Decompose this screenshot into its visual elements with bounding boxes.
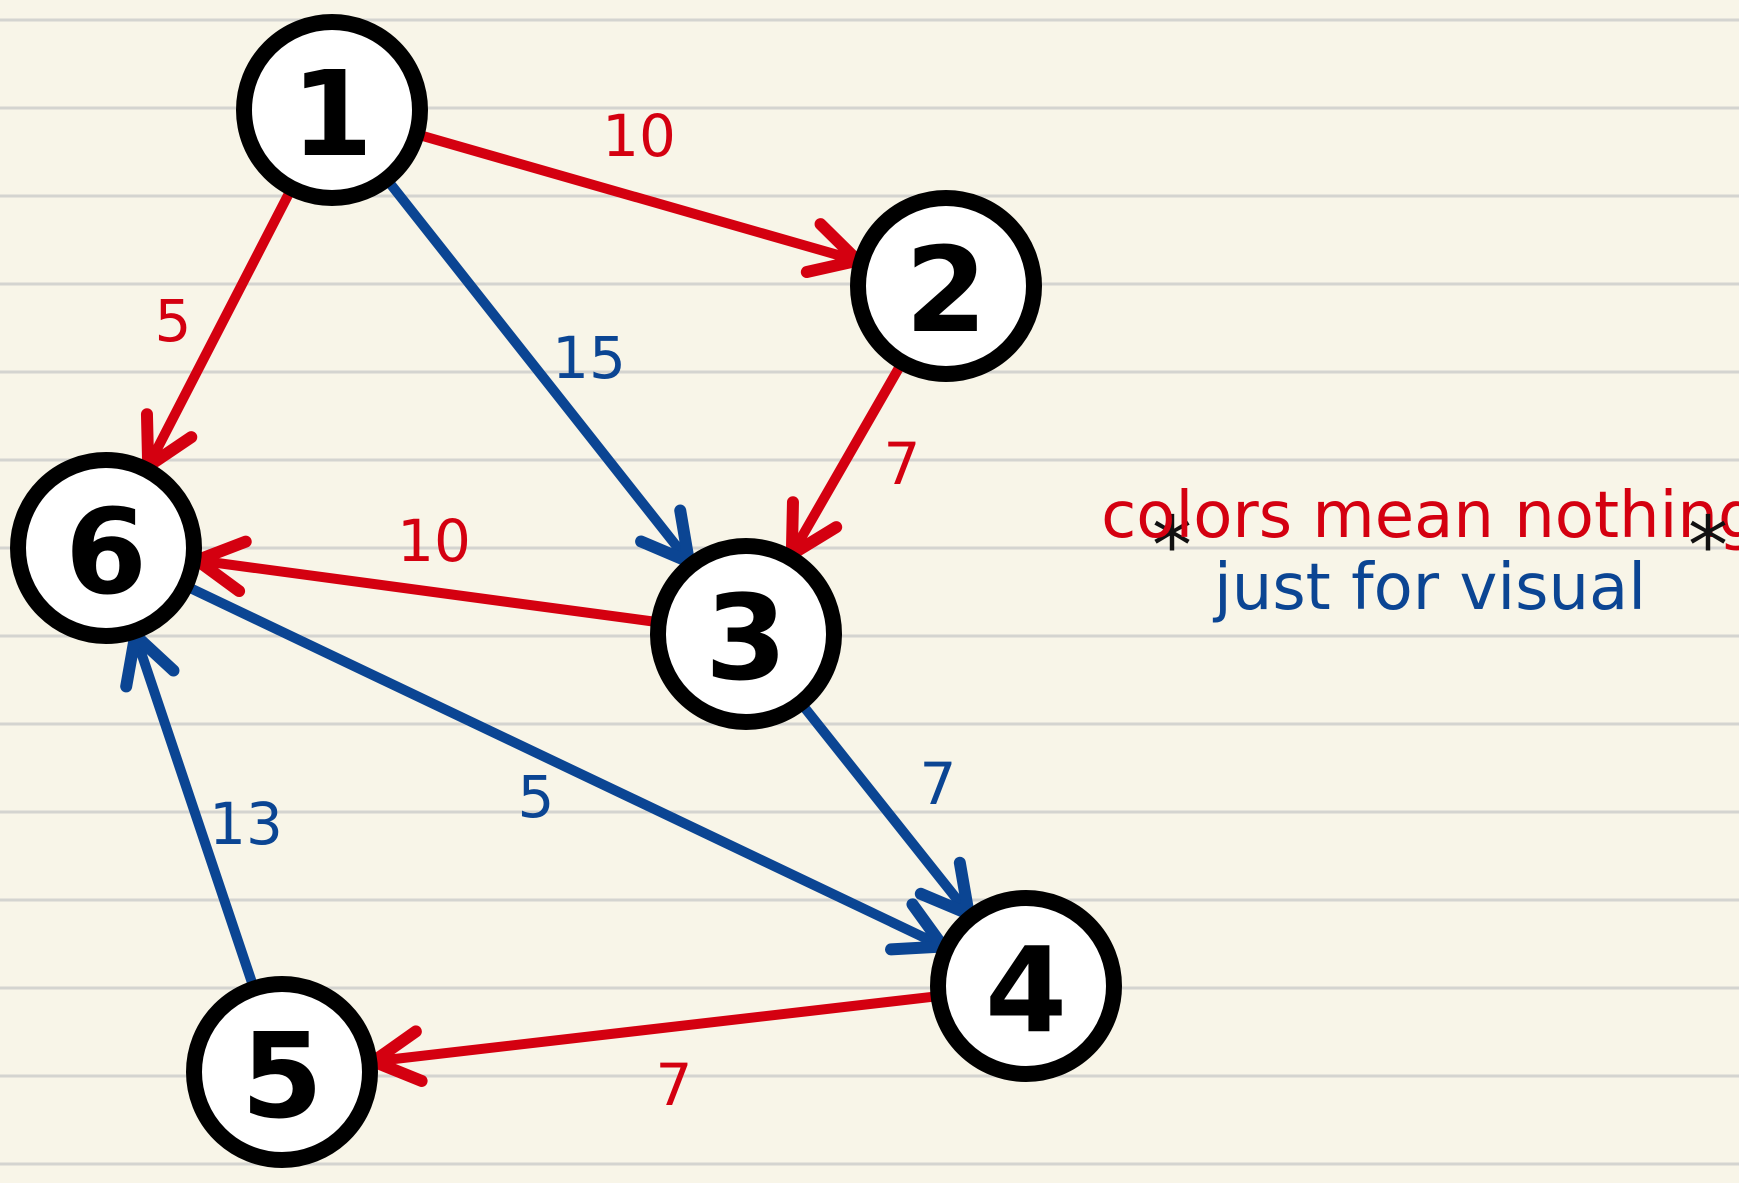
edge-weight-3-6: 10 xyxy=(397,507,471,575)
legend-note: * colors mean nothing, just for visual * xyxy=(1101,479,1739,625)
node-1-circle xyxy=(236,14,428,206)
note-asterisk-right: * xyxy=(1688,500,1728,593)
node-2: 2 xyxy=(850,190,1042,382)
note-line-2: just for visual xyxy=(1212,551,1646,625)
edge-weight-4-5: 7 xyxy=(656,1051,693,1119)
node-3-label: 3 xyxy=(705,569,787,707)
edge-weight-1-3: 15 xyxy=(552,324,626,392)
node-4: 4 xyxy=(930,890,1122,1082)
note-asterisk-left: * xyxy=(1152,500,1192,593)
edges-layer xyxy=(120,130,975,1087)
edge-weight-5-6: 13 xyxy=(209,790,283,858)
node-1: 1 xyxy=(236,14,428,206)
edge-1-2 xyxy=(415,130,863,266)
node-2-circle xyxy=(850,190,1042,382)
edge-weight-3-4: 7 xyxy=(920,750,957,818)
node-1-label: 1 xyxy=(291,45,373,183)
edge-weight-1-2: 10 xyxy=(602,102,676,170)
edge-weight-1-6: 5 xyxy=(155,287,192,355)
edge-6-4 xyxy=(184,582,948,952)
weights-layer: 10 5 15 7 10 7 5 13 7 xyxy=(155,102,957,1119)
edge-weight-6-4: 5 xyxy=(518,763,555,831)
edge-1-6 xyxy=(143,186,295,472)
node-3: 3 xyxy=(650,538,842,730)
edge-3-4 xyxy=(798,700,974,920)
nodes-layer: 1 2 3 4 5 6 xyxy=(10,14,1122,1168)
node-5-circle xyxy=(186,976,378,1168)
edge-4-5 xyxy=(368,991,940,1067)
node-6: 6 xyxy=(10,452,202,644)
node-3-circle xyxy=(650,538,842,730)
node-6-circle xyxy=(10,452,202,644)
edge-3-6 xyxy=(192,555,660,627)
node-4-circle xyxy=(930,890,1122,1082)
note-line-1: colors mean nothing, xyxy=(1101,479,1739,553)
node-2-label: 2 xyxy=(905,221,987,359)
node-4-label: 4 xyxy=(985,921,1067,1059)
edge-5-6 xyxy=(130,630,258,990)
edge-weight-2-3: 7 xyxy=(884,430,921,498)
edge-1-3 xyxy=(384,177,694,567)
node-5: 5 xyxy=(186,976,378,1168)
edge-2-3 xyxy=(786,360,906,560)
node-5-label: 5 xyxy=(241,1007,323,1145)
node-6-label: 6 xyxy=(65,483,147,621)
